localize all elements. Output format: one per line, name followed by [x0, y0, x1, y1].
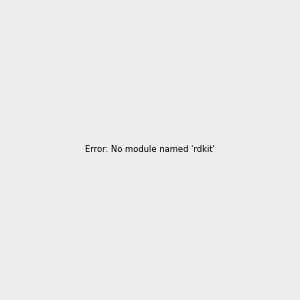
- Text: Error: No module named 'rdkit': Error: No module named 'rdkit': [85, 146, 215, 154]
